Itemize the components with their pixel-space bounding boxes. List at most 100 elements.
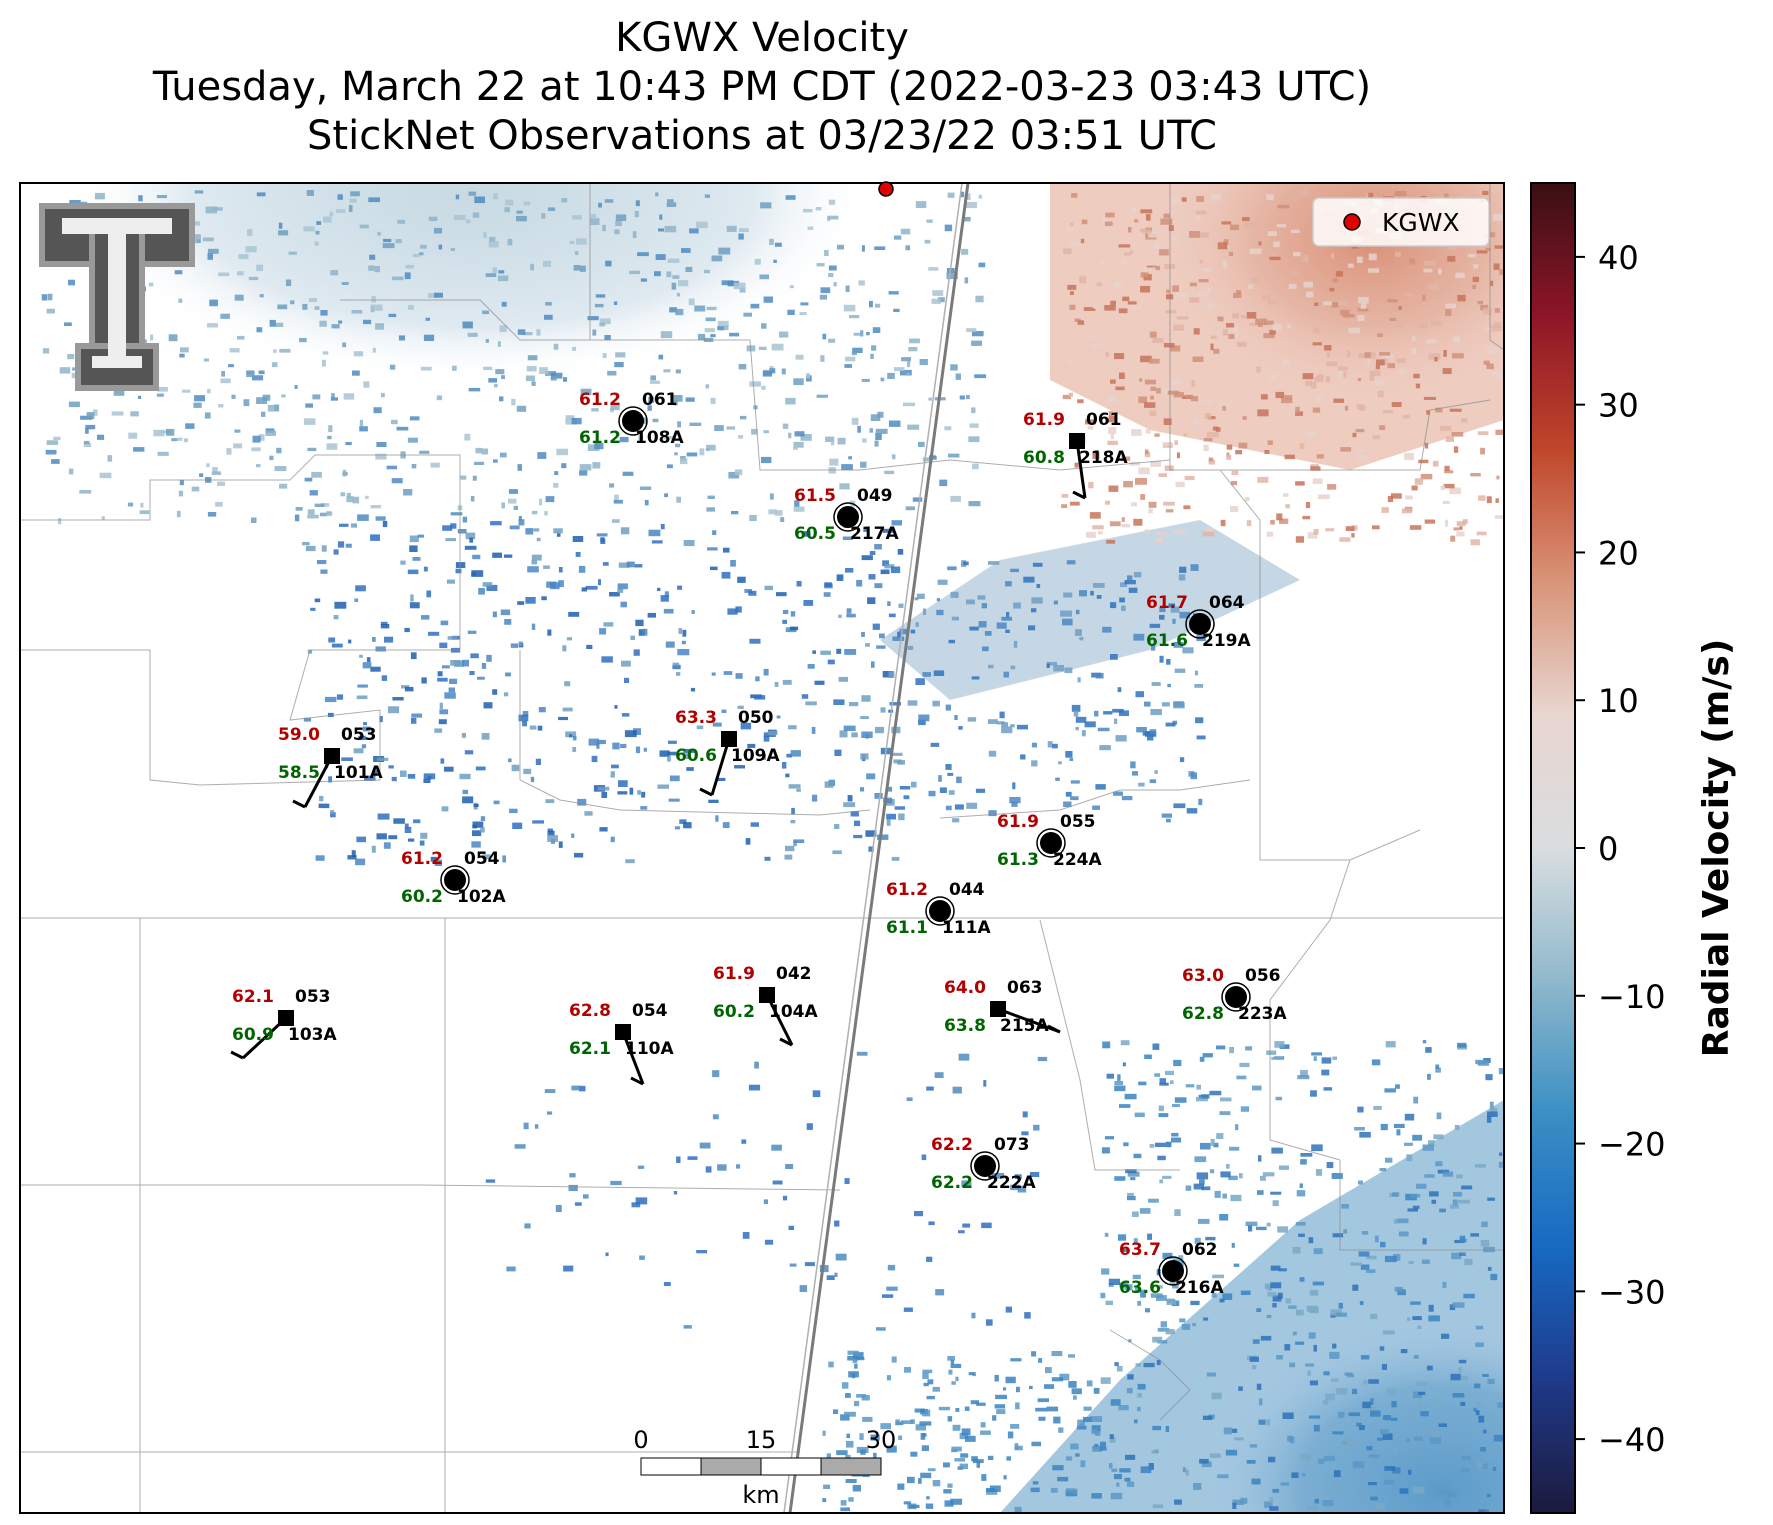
colorbar-tick-label: 0: [1598, 830, 1618, 868]
station-101A[interactable]: 59.0 053 58.5 101A: [278, 725, 383, 809]
station-temp: 61.5: [794, 486, 836, 506]
legend-marker-icon: [1343, 213, 1361, 231]
station-marker-square: [324, 748, 340, 764]
station-wind-dir: 054: [464, 849, 500, 869]
station-217A[interactable]: 61.5 049 60.5 217A: [794, 486, 899, 544]
wind-barb-flag: [1047, 1024, 1061, 1034]
station-wind-dir: 062: [1182, 1240, 1218, 1260]
station-dewpoint: 60.5: [794, 524, 836, 544]
station-110A[interactable]: 62.8 054 62.1 110A: [569, 1001, 674, 1086]
station-dewpoint: 62.8: [1182, 1004, 1224, 1024]
colorbar-tick-label: −20: [1598, 1126, 1666, 1164]
station-dewpoint: 60.9: [232, 1025, 274, 1045]
scale-bar: 0 15 30 km: [633, 1426, 896, 1509]
calm-ring: [1221, 982, 1251, 1012]
county-borders: [20, 183, 1504, 1513]
colorbar-gradient: [1530, 182, 1576, 1514]
colorbar-tick-label: −40: [1598, 1421, 1666, 1459]
station-dewpoint: 62.2: [931, 1173, 973, 1193]
station-temp: 64.0: [944, 978, 986, 998]
station-marker-circle: [444, 869, 466, 891]
scale-label-15: 15: [746, 1426, 777, 1454]
colorbar-tick-label: 30: [1598, 387, 1639, 425]
calm-ring: [1036, 828, 1066, 858]
station-temp: 63.3: [675, 708, 717, 728]
station-dewpoint: 62.1: [569, 1039, 611, 1059]
calm-ring: [970, 1151, 1000, 1181]
station-224A[interactable]: 61.9 055 61.3 224A: [997, 812, 1102, 870]
station-id: 215A: [1000, 1016, 1049, 1036]
station-109A[interactable]: 63.3 050 60.6 109A: [675, 708, 780, 797]
station-temp: 61.2: [886, 880, 928, 900]
colorbar-tick-label: −10: [1598, 978, 1666, 1016]
station-111A[interactable]: 61.2 044 61.1 111A: [886, 880, 991, 938]
station-marker-circle: [1040, 832, 1062, 854]
station-wind-dir: 063: [1007, 978, 1043, 998]
station-marker-circle: [974, 1155, 996, 1177]
station-wind-dir: 056: [1245, 966, 1281, 986]
station-wind-dir: 053: [341, 725, 377, 745]
wind-barb-flag: [699, 787, 713, 797]
station-215A[interactable]: 64.0 063 63.8 215A: [944, 978, 1061, 1036]
calm-ring: [925, 896, 955, 926]
wind-barb-flag: [779, 1037, 793, 1047]
station-temp: 63.7: [1119, 1240, 1161, 1260]
station-id: 219A: [1202, 631, 1251, 651]
station-104A[interactable]: 61.9 042 60.2 104A: [713, 964, 818, 1047]
wind-barb-flag: [230, 1050, 244, 1060]
station-dewpoint: 63.8: [944, 1016, 986, 1036]
station-dewpoint: 60.2: [401, 887, 443, 907]
station-wind-dir: 044: [949, 880, 985, 900]
radar-site-marker[interactable]: [878, 181, 894, 197]
station-219A[interactable]: 61.7 064 61.6 219A: [1146, 593, 1251, 651]
station-wind-dir: 049: [857, 486, 893, 506]
station-marker-square: [990, 1001, 1006, 1017]
station-temp: 59.0: [278, 725, 320, 745]
station-marker-circle: [929, 900, 951, 922]
station-222A[interactable]: 62.2 073 62.2 222A: [931, 1135, 1036, 1193]
station-id: 223A: [1238, 1004, 1287, 1024]
station-wind-dir: 042: [776, 964, 812, 984]
station-dewpoint: 60.6: [675, 746, 717, 766]
colorbar-ticks: 40 30 20 10 0 −10 −20 −30 −40: [1575, 239, 1666, 1459]
scale-label-30: 30: [866, 1426, 897, 1454]
station-marker-square: [759, 987, 775, 1003]
station-temp: 63.0: [1182, 966, 1224, 986]
calm-ring: [618, 406, 648, 436]
station-wind-dir: 061: [642, 390, 678, 410]
colorbar-tick-label: 10: [1598, 682, 1639, 720]
station-102A[interactable]: 61.2 054 60.2 102A: [401, 849, 506, 907]
station-id: 104A: [769, 1002, 818, 1022]
station-id: 216A: [1175, 1278, 1224, 1298]
station-wind-dir: 054: [632, 1001, 668, 1021]
station-108A[interactable]: 61.2 061 61.2 108A: [579, 390, 684, 448]
wind-barb: [1075, 440, 1087, 499]
station-id: 110A: [625, 1039, 674, 1059]
colorbar: 40 30 20 10 0 −10 −20 −30 −40 Radial Velocity (m…: [1530, 182, 1737, 1514]
colorbar-tick-label: 20: [1598, 534, 1639, 572]
station-temp: 61.7: [1146, 593, 1188, 613]
station-marker-square: [1069, 433, 1085, 449]
station-temp: 62.1: [232, 987, 274, 1007]
station-marker-circle: [1162, 1260, 1184, 1282]
station-dewpoint: 61.2: [579, 428, 621, 448]
title-datetime: Tuesday, March 22 at 10:43 PM CDT (2022-…: [152, 64, 1372, 110]
station-wind-dir: 073: [994, 1135, 1030, 1155]
station-id: 111A: [942, 918, 991, 938]
map-frame: [19, 182, 1505, 1514]
wind-barb-flag: [292, 799, 306, 809]
station-wind-dir: 061: [1086, 410, 1122, 430]
station-216A[interactable]: 63.7 062 63.6 216A: [1119, 1240, 1224, 1298]
station-id: 217A: [850, 524, 899, 544]
station-id: 101A: [334, 763, 383, 783]
station-223A[interactable]: 63.0 056 62.8 223A: [1182, 966, 1287, 1024]
station-id: 218A: [1079, 448, 1128, 468]
wind-barb: [765, 994, 794, 1046]
station-218A[interactable]: 61.9 061 60.8 218A: [1023, 410, 1128, 500]
radar-velocity-field: [20, 183, 1504, 1513]
station-103A[interactable]: 62.1 053 60.9 103A: [230, 987, 337, 1060]
station-marker-square: [615, 1024, 631, 1040]
station-dewpoint: 60.2: [713, 1002, 755, 1022]
station-temp: 62.2: [931, 1135, 973, 1155]
